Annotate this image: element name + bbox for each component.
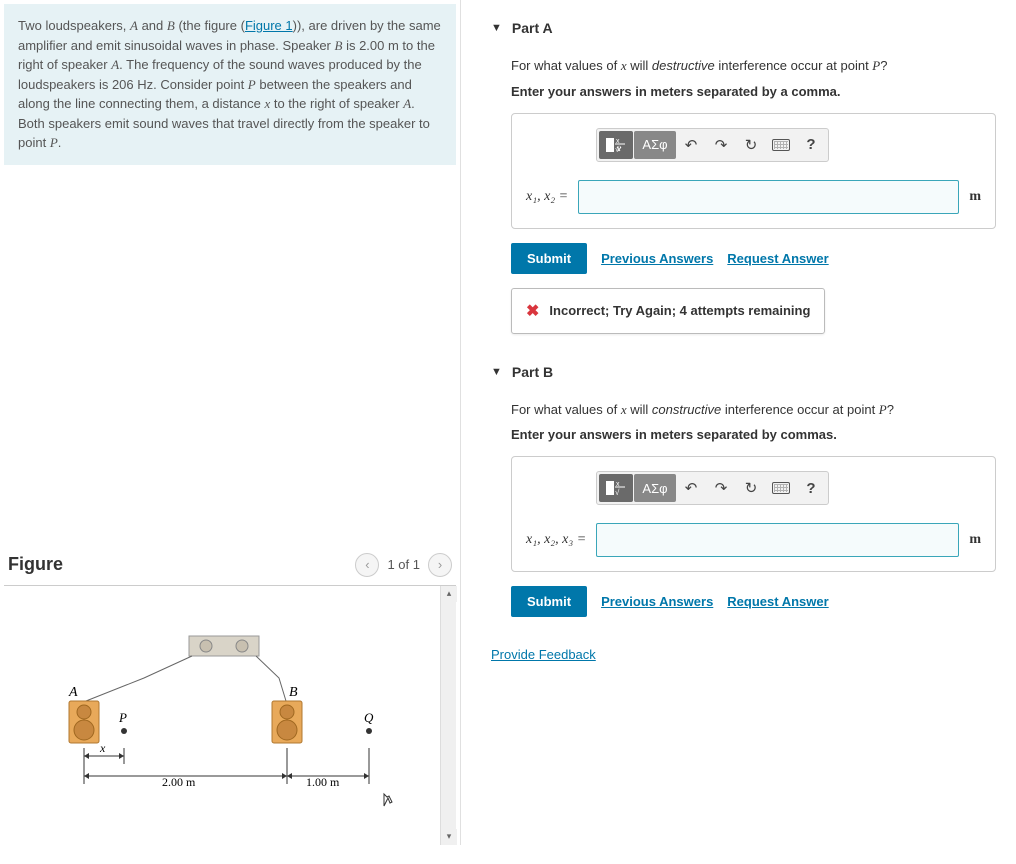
part-a-answer-input[interactable]: [578, 180, 959, 214]
figure-next-button[interactable]: ›: [428, 553, 452, 577]
label-q: Q: [364, 710, 374, 725]
label-dist1: 2.00 m: [162, 775, 196, 789]
part-a-request-answer-link[interactable]: Request Answer: [727, 251, 828, 266]
svg-text:√: √: [615, 488, 620, 496]
figure-header: Figure ‹ 1 of 1 ›: [4, 545, 456, 585]
part-a-title: Part A: [512, 20, 553, 36]
part-a-answer-box: x√ ΑΣφ ↶ ↷ ↻ ? x₁, x₂ = m: [511, 113, 996, 229]
reset-button[interactable]: ↻: [736, 474, 766, 502]
collapse-icon[interactable]: ▼: [491, 366, 502, 378]
help-button[interactable]: ?: [796, 131, 826, 159]
var-a: A: [130, 18, 138, 33]
part-a: ▼ Part A For what values of x will destr…: [491, 20, 996, 334]
redo-button[interactable]: ↷: [706, 131, 736, 159]
feedback-text: Incorrect; Try Again; 4 attempts remaini…: [549, 303, 810, 318]
part-b: ▼ Part B For what values of x will const…: [491, 364, 996, 618]
figure-scrollbar[interactable]: ▴ ▾: [440, 586, 456, 845]
part-a-answer-label: x₁, x₂ =: [526, 189, 568, 205]
label-dist2: 1.00 m: [306, 775, 340, 789]
undo-button[interactable]: ↶: [676, 474, 706, 502]
incorrect-icon: ✖: [526, 301, 539, 321]
part-a-unit: m: [969, 189, 981, 205]
label-b: B: [289, 685, 298, 700]
answer-toolbar: x√ ΑΣφ ↶ ↷ ↻ ?: [596, 128, 829, 162]
scroll-up-icon[interactable]: ▴: [441, 586, 457, 602]
figure-prev-button[interactable]: ‹: [355, 553, 379, 577]
part-b-unit: m: [969, 532, 981, 548]
part-a-previous-answers-link[interactable]: Previous Answers: [601, 251, 713, 266]
figure-diagram: A B P Q: [14, 606, 424, 816]
collapse-icon[interactable]: ▼: [491, 22, 502, 34]
label-p: P: [118, 710, 127, 725]
part-b-previous-answers-link[interactable]: Previous Answers: [601, 594, 713, 609]
redo-button[interactable]: ↷: [706, 474, 736, 502]
part-b-instruction: Enter your answers in meters separated b…: [511, 427, 996, 442]
figure-title: Figure: [8, 554, 63, 575]
part-b-request-answer-link[interactable]: Request Answer: [727, 594, 828, 609]
part-b-submit-button[interactable]: Submit: [511, 586, 587, 617]
cursor-icon: [384, 794, 392, 806]
part-b-title: Part B: [512, 364, 553, 380]
part-b-answer-input[interactable]: [596, 523, 959, 557]
part-a-feedback: ✖ Incorrect; Try Again; 4 attempts remai…: [511, 288, 825, 334]
keyboard-button[interactable]: [766, 131, 796, 159]
label-a: A: [68, 685, 78, 700]
svg-text:√: √: [615, 145, 620, 153]
greek-button[interactable]: ΑΣφ: [634, 474, 676, 502]
figure-nav: ‹ 1 of 1 ›: [355, 553, 452, 577]
label-x: x: [99, 741, 106, 755]
format-button[interactable]: x√: [599, 131, 633, 159]
figure-body: A B P Q: [4, 585, 456, 845]
keyboard-icon: [772, 139, 790, 151]
keyboard-icon: [772, 482, 790, 494]
scroll-down-icon[interactable]: ▾: [441, 829, 457, 845]
undo-button[interactable]: ↶: [676, 131, 706, 159]
part-b-question: For what values of x will constructive i…: [511, 400, 996, 420]
answer-toolbar: x√ ΑΣφ ↶ ↷ ↻ ?: [596, 471, 829, 505]
part-b-answer-box: x√ ΑΣφ ↶ ↷ ↻ ? x₁, x₂, x₃ = m: [511, 456, 996, 572]
figure-counter: 1 of 1: [387, 557, 420, 572]
provide-feedback-link[interactable]: Provide Feedback: [491, 647, 596, 662]
reset-button[interactable]: ↻: [736, 131, 766, 159]
var-b: B: [167, 18, 175, 33]
part-a-submit-button[interactable]: Submit: [511, 243, 587, 274]
keyboard-button[interactable]: [766, 474, 796, 502]
part-b-answer-label: x₁, x₂, x₃ =: [526, 532, 586, 548]
format-button[interactable]: x√: [599, 474, 633, 502]
problem-statement: Two loudspeakers, A and B (the figure (F…: [4, 4, 456, 165]
figure-link[interactable]: Figure 1: [245, 18, 293, 33]
part-a-instruction: Enter your answers in meters separated b…: [511, 84, 996, 99]
help-button[interactable]: ?: [796, 474, 826, 502]
part-a-question: For what values of x will destructive in…: [511, 56, 996, 76]
greek-button[interactable]: ΑΣφ: [634, 131, 676, 159]
problem-text: Two loudspeakers,: [18, 18, 130, 33]
